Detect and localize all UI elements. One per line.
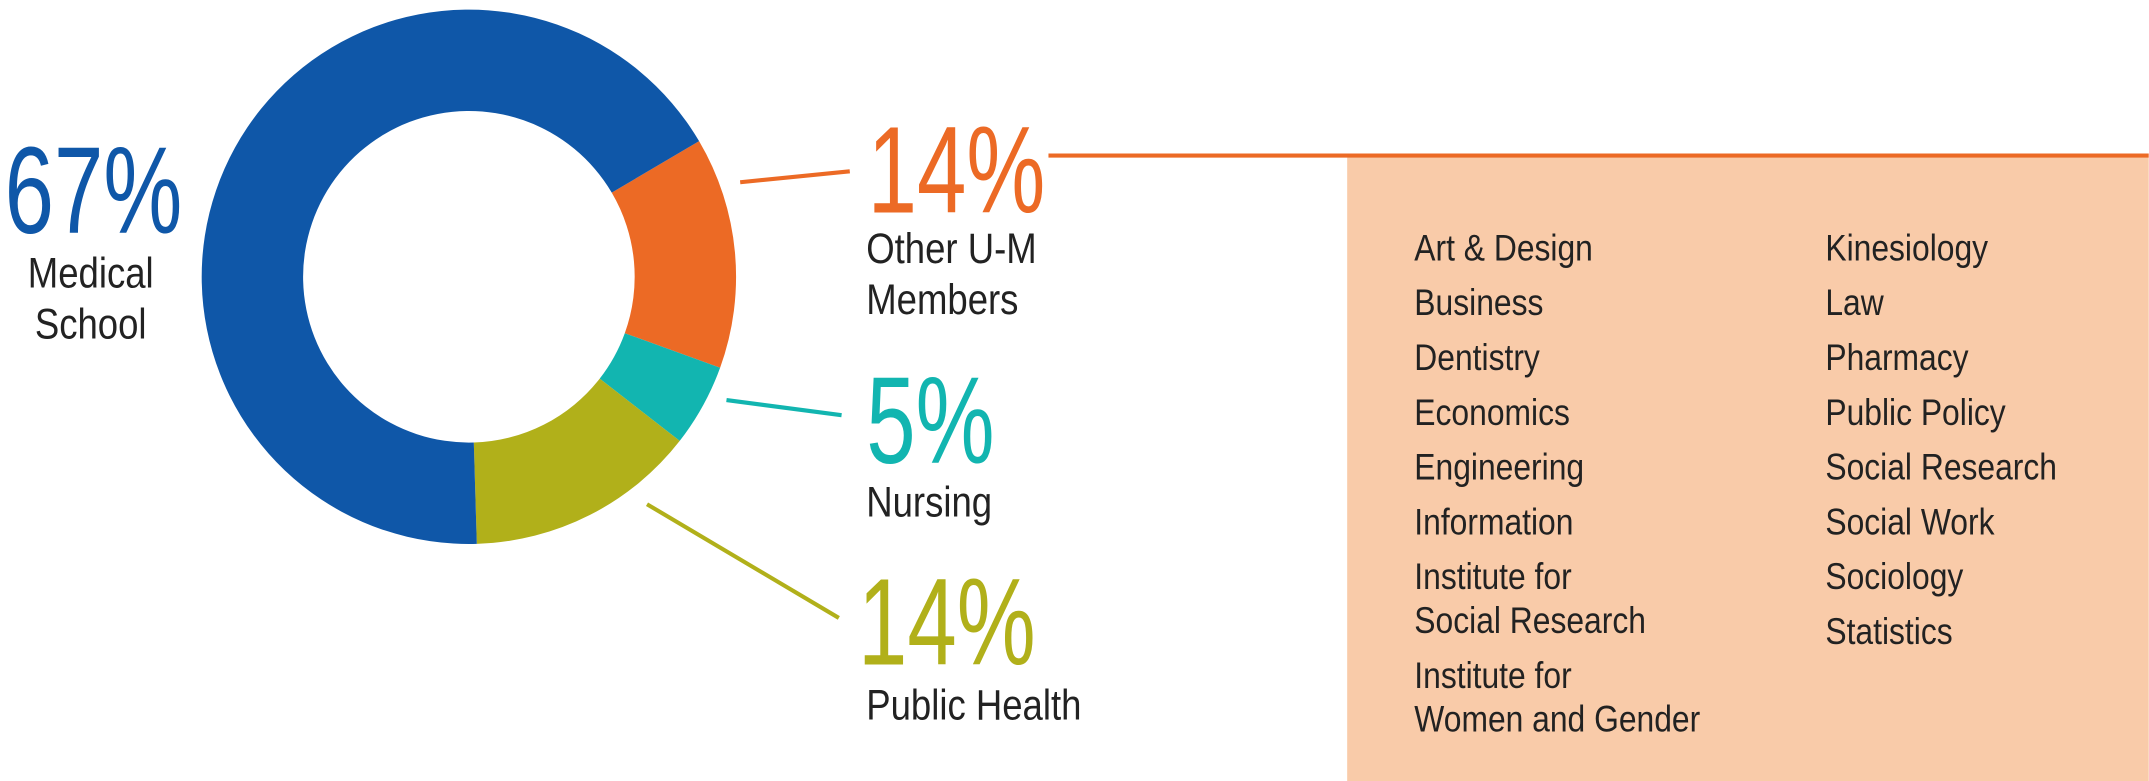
label-group: Other U-M Members [866, 226, 1036, 324]
label-group: Public Health [866, 682, 1081, 729]
text-line: Women and Gender [1414, 700, 1700, 741]
member-name: Art & Design [1414, 228, 1593, 269]
members-box [1347, 157, 2149, 781]
member-group: Information [1414, 502, 1573, 543]
value-label: 14% [868, 101, 1046, 239]
member-name: Social Research [1825, 447, 2057, 488]
member-group: Dentistry [1414, 338, 1540, 379]
member-group: Statistics [1825, 612, 1952, 653]
leader-line [726, 398, 842, 418]
value-label: 14% [858, 553, 1036, 691]
member-name: Institute for Social Research [1414, 557, 1646, 642]
member-group: Law [1825, 283, 1883, 324]
text-line: Members [866, 276, 1018, 323]
member-name: Dentistry [1414, 338, 1540, 379]
text-line: Institute for [1414, 557, 1571, 598]
leader-line [645, 502, 840, 620]
member-name: Sociology [1825, 557, 1964, 598]
donut-slice [599, 333, 721, 441]
donut-slice [611, 141, 737, 368]
member-group: Social Research [1825, 447, 2057, 488]
member-group: Pharmacy [1825, 338, 1969, 379]
category-label: Medical School [28, 250, 154, 348]
member-name: Social Work [1825, 502, 1995, 543]
member-group: Institute for Social Research [1414, 557, 1646, 642]
member-name: Statistics [1825, 612, 1952, 653]
member-name: Economics [1414, 393, 1570, 434]
member-group: Public Policy [1825, 393, 2006, 434]
text-line: Social Research [1414, 601, 1646, 642]
member-group: Social Work [1825, 502, 1995, 543]
text-line: Other U-M [866, 226, 1036, 273]
leader-line [739, 169, 850, 185]
value-label: 5% [866, 352, 994, 490]
member-group: Engineering [1414, 447, 1584, 488]
member-group: Business [1414, 283, 1543, 324]
member-name: Engineering [1414, 447, 1584, 488]
member-group: Sociology [1825, 557, 1964, 598]
category-label: Public Health [866, 682, 1081, 729]
donut-slice [473, 378, 680, 544]
member-name: Law [1825, 283, 1883, 324]
member-group: Economics [1414, 393, 1570, 434]
label-group: Nursing [866, 479, 992, 526]
pct-group: 14% [868, 101, 1046, 239]
pct-group: 5% [866, 352, 994, 490]
category-label: Other U-M Members [866, 226, 1036, 324]
pct-group: 14% [858, 553, 1036, 691]
member-name: Institute for Women and Gender [1414, 656, 1700, 741]
member-group: Art & Design [1414, 228, 1593, 269]
member-name: Kinesiology [1825, 228, 1988, 269]
donut-slice [201, 9, 700, 544]
member-name: Business [1414, 283, 1543, 324]
label-group: Medical School [28, 250, 154, 348]
text-line: Institute for [1414, 656, 1571, 697]
member-name: Public Policy [1825, 393, 2006, 434]
member-group: Institute for Women and Gender [1414, 656, 1700, 741]
member-name: Information [1414, 502, 1573, 543]
member-name: Pharmacy [1825, 338, 1969, 379]
text-line: Medical [28, 250, 154, 297]
text-line: School [35, 301, 147, 348]
member-group: Kinesiology [1825, 228, 1988, 269]
category-label: Nursing [866, 479, 992, 526]
value-label: 67% [5, 122, 183, 260]
pct-group: 67% [5, 122, 183, 260]
